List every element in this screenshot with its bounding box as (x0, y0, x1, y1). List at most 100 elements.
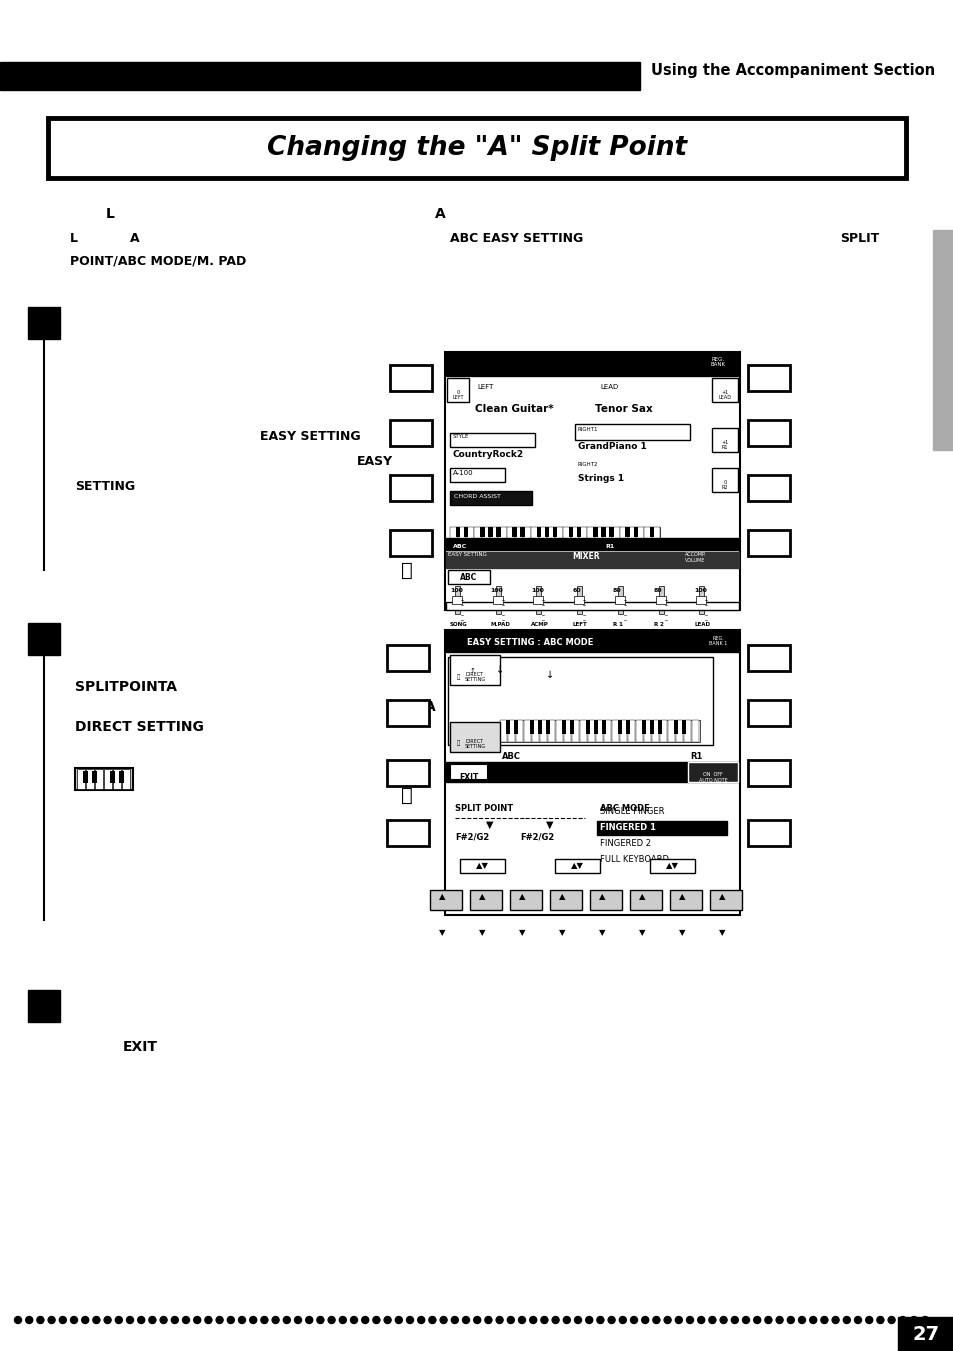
Text: Tenor Sax: Tenor Sax (595, 404, 652, 413)
Text: ABC: ABC (460, 573, 477, 582)
Text: M.PAD: M.PAD (490, 621, 510, 627)
Bar (446, 538, 739, 550)
Bar (463, 527, 468, 536)
Text: LEFT: LEFT (476, 384, 493, 390)
Circle shape (820, 1316, 827, 1324)
Bar (446, 630, 739, 653)
Text: ▲▼: ▲▼ (665, 861, 678, 870)
Bar (747, 700, 789, 725)
Bar (562, 527, 571, 543)
Bar (676, 720, 682, 742)
Text: ✋: ✋ (400, 561, 413, 580)
Bar (537, 720, 541, 734)
Circle shape (652, 1316, 659, 1324)
Bar (619, 720, 627, 742)
Text: 2: 2 (37, 630, 51, 648)
Circle shape (798, 1316, 804, 1324)
Text: SPLITPOINTA: SPLITPOINTA (75, 680, 177, 694)
Bar (627, 527, 635, 543)
Bar (587, 527, 595, 543)
Text: ▼: ▼ (438, 928, 445, 938)
Circle shape (831, 1316, 839, 1324)
Bar (387, 820, 429, 846)
Bar (520, 527, 524, 536)
Circle shape (82, 1316, 89, 1324)
Circle shape (406, 1316, 413, 1324)
Bar (448, 657, 712, 744)
Circle shape (641, 1316, 648, 1324)
Bar (510, 890, 541, 911)
Text: SINGLE FINGER: SINGLE FINGER (599, 807, 664, 816)
Bar (649, 720, 654, 734)
Bar (91, 771, 97, 784)
Circle shape (193, 1316, 200, 1324)
Circle shape (14, 1316, 22, 1324)
Text: 100: 100 (490, 588, 503, 593)
Bar (482, 527, 490, 543)
Text: F#2/G2: F#2/G2 (455, 832, 489, 842)
Circle shape (429, 1316, 436, 1324)
Text: MIXER: MIXER (572, 553, 599, 561)
Bar (490, 527, 497, 543)
Text: ACCOMP.
VOLUME: ACCOMP. VOLUME (684, 553, 706, 563)
Bar (430, 890, 461, 911)
Bar (932, 230, 953, 450)
Bar (618, 527, 627, 543)
Bar (625, 527, 629, 536)
Text: ▼: ▼ (718, 928, 724, 938)
Circle shape (529, 1316, 537, 1324)
Text: 100: 100 (531, 588, 544, 593)
Text: LEAD: LEAD (599, 384, 618, 390)
Bar (636, 720, 643, 742)
Bar (747, 420, 789, 446)
Circle shape (507, 1316, 514, 1324)
Text: LEAD: LEAD (694, 621, 710, 627)
Bar (897, 1317, 953, 1351)
Bar (571, 527, 578, 543)
Circle shape (552, 1316, 558, 1324)
Bar (522, 527, 530, 543)
Circle shape (809, 1316, 816, 1324)
Bar (601, 720, 605, 734)
Bar (75, 767, 132, 790)
Bar (506, 527, 514, 543)
Bar (649, 527, 654, 536)
Circle shape (104, 1316, 111, 1324)
Circle shape (697, 1316, 704, 1324)
Bar (536, 527, 540, 536)
Bar (747, 644, 789, 671)
Bar (747, 820, 789, 846)
Bar (641, 720, 645, 734)
Text: EASY SETTING : ABC MODE: EASY SETTING : ABC MODE (467, 638, 593, 647)
Bar (86, 769, 94, 789)
Text: 100: 100 (694, 588, 706, 593)
Bar (499, 720, 700, 742)
Bar (77, 769, 85, 789)
Circle shape (149, 1316, 155, 1324)
Circle shape (776, 1316, 782, 1324)
Text: 80: 80 (612, 588, 620, 593)
Text: A: A (130, 232, 139, 245)
Text: FINGERED 1: FINGERED 1 (599, 823, 656, 832)
Bar (681, 720, 685, 734)
Text: F#2/G2: F#2/G2 (519, 832, 554, 842)
Bar (595, 527, 603, 543)
Circle shape (37, 1316, 44, 1324)
Bar (649, 859, 695, 873)
Bar (448, 570, 490, 584)
Circle shape (272, 1316, 279, 1324)
Text: ▲: ▲ (718, 892, 724, 901)
Bar (673, 720, 678, 734)
Bar (603, 720, 611, 742)
Bar (709, 890, 741, 911)
Bar (578, 527, 587, 543)
Text: ON  OFF
AUTO NOTE: ON OFF AUTO NOTE (698, 771, 726, 782)
Bar (699, 586, 703, 613)
Text: R1: R1 (604, 544, 614, 549)
Text: REG.
BANK 1: REG. BANK 1 (708, 636, 726, 646)
Text: Clean Guitar*: Clean Guitar* (475, 404, 553, 413)
Bar (452, 596, 461, 604)
Text: SPLIT: SPLIT (840, 232, 879, 245)
Text: DIRECT
SETTING: DIRECT SETTING (464, 739, 485, 750)
Bar (450, 434, 535, 447)
